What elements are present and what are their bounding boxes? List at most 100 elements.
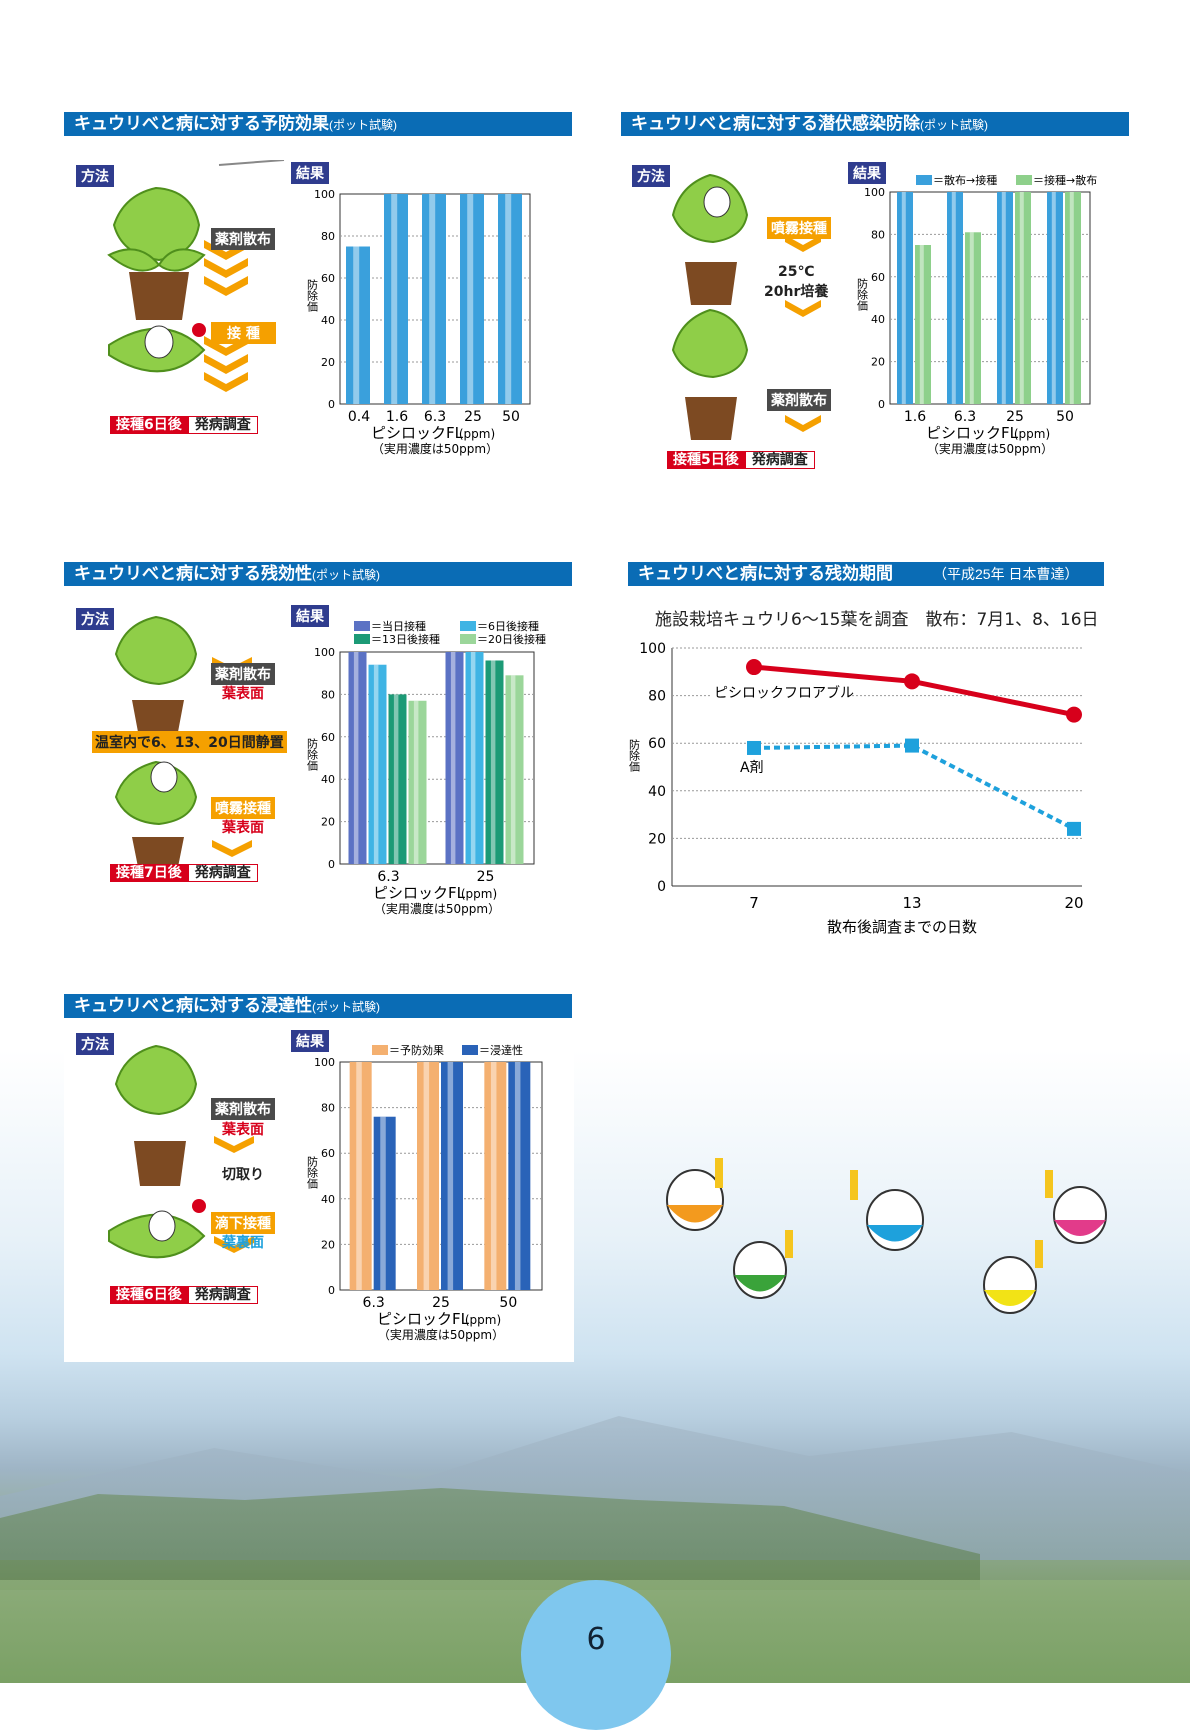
bar-highlight: [467, 194, 474, 404]
x-axis-unit: (ppm): [1014, 427, 1050, 441]
down-arrows: [214, 1136, 254, 1253]
section4-title: キュウリべと病に対する残効期間: [638, 564, 893, 583]
section1-title: キュウリべと病に対する予防効果: [74, 114, 329, 133]
series-label: A剤: [740, 760, 764, 776]
bar-highlight: [919, 245, 924, 404]
method-illustration-5: [108, 1044, 254, 1259]
y-tick-label: 60: [321, 731, 335, 744]
page-number-text: 6: [586, 1622, 606, 1657]
pot: [685, 262, 737, 305]
x-tick-label: 25: [1006, 409, 1024, 425]
method-tag: 方法: [632, 165, 670, 187]
step-label: 葉表面: [222, 820, 264, 836]
down-arrows: [204, 240, 248, 392]
x-tick-label: 25: [432, 1295, 450, 1311]
y-tick-label: 40: [648, 784, 666, 800]
mascot-icon: [703, 186, 731, 218]
mascot-icon: [150, 761, 178, 793]
cucumber-leaf: [114, 1044, 198, 1116]
bar: [915, 245, 931, 404]
y-tick-label: 80: [871, 228, 885, 241]
y-tick-label: 100: [314, 188, 335, 201]
legend-label: ＝6日後接種: [477, 619, 539, 633]
bar-highlight: [1069, 192, 1074, 404]
series-label: ピシロックフロアブル: [714, 685, 854, 702]
legend-label: ＝当日接種: [371, 619, 426, 633]
section4-header: キュウリべと病に対する残効期間 （平成25年 日本曹達）: [628, 562, 1104, 586]
section3-header: キュウリべと病に対する残効性(ポット試験): [64, 562, 572, 586]
legend-swatch: [460, 634, 476, 644]
legend-swatch: [460, 621, 476, 631]
x-tick-label: 6.3: [363, 1295, 385, 1311]
bar: [348, 652, 367, 864]
bar-highlight: [391, 194, 398, 404]
y-axis-label: 防除価: [306, 737, 319, 771]
step-label: 温室内で6、13、20日間静置: [92, 731, 287, 753]
bar-highlight: [969, 232, 974, 404]
bar-highlight: [450, 652, 456, 864]
section5-header: キュウリべと病に対する浸達性(ポット試験): [64, 994, 572, 1018]
pot: [132, 837, 184, 867]
y-tick-label: 60: [321, 272, 335, 285]
bar-highlight: [470, 652, 476, 864]
bar-highlight: [380, 1116, 386, 1290]
result-tag: 結果: [848, 162, 886, 184]
step-label: 切取り: [222, 1167, 264, 1183]
x-axis-unit: (ppm): [459, 427, 495, 441]
x-axis-label: ピシロックFL: [373, 884, 466, 902]
pot: [129, 272, 189, 320]
survey-badge: 接種5日後 発病調査: [667, 449, 815, 469]
y-axis-label: 防除価: [856, 277, 869, 311]
badge-survey: 発病調査: [744, 451, 815, 469]
page-number: 6: [521, 1580, 671, 1730]
mascot-icon: [144, 325, 174, 359]
badge-days: 接種6日後: [110, 416, 188, 434]
y-tick-label: 20: [871, 356, 885, 369]
x-tick-label: 20: [1064, 894, 1083, 912]
x-axis-note: （実用濃度は50ppm）: [374, 901, 500, 916]
x-tick-label: 25: [477, 869, 495, 885]
y-tick-label: 40: [321, 773, 335, 786]
bar-highlight: [490, 1062, 497, 1290]
y-tick-label: 40: [321, 314, 335, 327]
x-axis-label: 散布後調査までの日数: [827, 918, 977, 936]
bar: [460, 194, 484, 404]
plot-frame: [889, 191, 1091, 405]
mascot-orange: [666, 1158, 724, 1231]
x-axis-note: （実用濃度は50ppm）: [378, 1327, 504, 1342]
bar-highlight: [901, 192, 906, 404]
legend-label: ＝浸達性: [479, 1043, 523, 1057]
badge-survey: 発病調査: [187, 864, 258, 882]
result-tag: 結果: [291, 162, 329, 184]
section3-subtitle: (ポット試験): [312, 568, 380, 582]
legend-swatch: [354, 621, 370, 631]
y-tick-label: 0: [328, 398, 335, 411]
legend-label: ＝予防効果: [389, 1043, 444, 1057]
x-tick-label: 0.4: [348, 409, 370, 425]
bar-highlight: [490, 660, 496, 864]
y-tick-label: 100: [314, 646, 335, 659]
bar-highlight: [510, 675, 516, 864]
mascot-green: [733, 1230, 793, 1299]
legend-label: ＝散布→接種: [933, 173, 997, 187]
plot-frame: [339, 651, 535, 865]
bar-highlight: [353, 652, 359, 864]
bar: [897, 192, 913, 404]
sprayer: [218, 160, 285, 166]
method-tag: 方法: [76, 1033, 114, 1055]
data-point: [904, 673, 920, 690]
y-tick-label: 100: [314, 1056, 335, 1069]
y-tick-label: 20: [648, 831, 666, 847]
x-axis-label: ピシロックFL: [926, 424, 1019, 442]
bar: [485, 660, 504, 864]
bar-highlight: [447, 1062, 454, 1290]
data-point: [746, 659, 762, 676]
y-tick-label: 80: [648, 689, 666, 705]
bar-highlight: [514, 1062, 521, 1290]
section4-subtitle: （平成25年 日本曹達）: [933, 566, 1079, 582]
survey-badge: 接種6日後 発病調査: [110, 1284, 258, 1304]
y-tick-label: 40: [871, 313, 885, 326]
section1-header: キュウリべと病に対する予防効果(ポット試験): [64, 112, 572, 136]
y-tick-label: 40: [321, 1193, 335, 1206]
mascot-blue: [850, 1170, 924, 1251]
